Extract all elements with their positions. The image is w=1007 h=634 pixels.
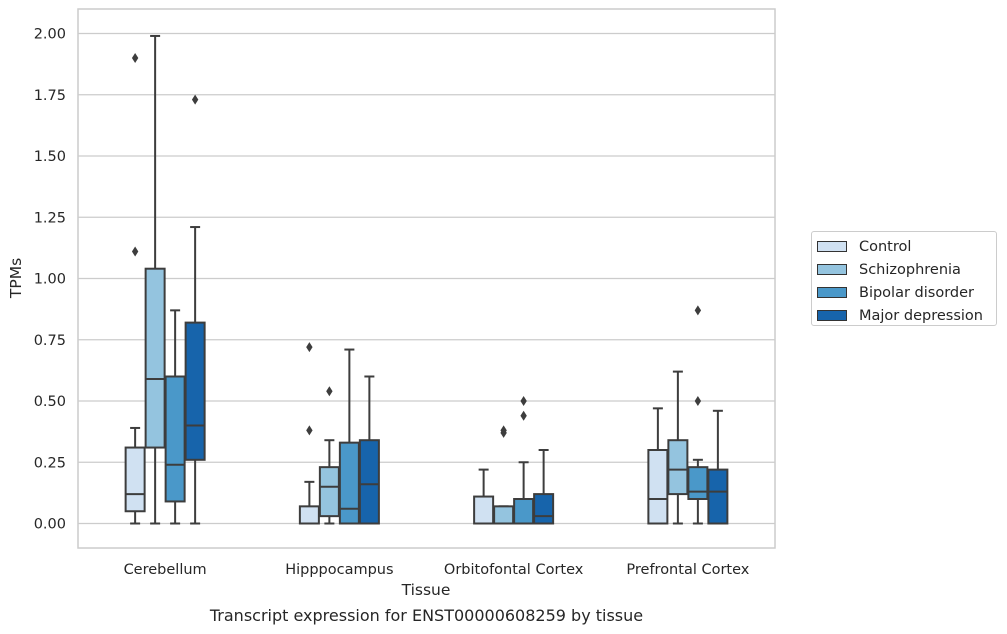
- legend-item: Bipolar disorder: [817, 281, 996, 304]
- y-tick-label: 1.25: [34, 210, 66, 226]
- y-axis-label: TPMs: [7, 258, 25, 299]
- legend-label: Control: [859, 238, 912, 255]
- box: [358, 439, 380, 525]
- box-group: [707, 409, 729, 525]
- legend-label: Schizophrenia: [859, 261, 961, 278]
- outlier-point: [306, 425, 313, 436]
- y-tick-label: 1.75: [34, 88, 66, 104]
- box-group: [144, 34, 166, 525]
- box-group: [647, 407, 669, 525]
- plot-frame: [77, 8, 776, 549]
- box-group: [358, 375, 380, 525]
- box: [647, 449, 669, 525]
- box: [513, 498, 535, 525]
- box: [144, 267, 166, 449]
- y-tick-label: 0.75: [34, 333, 66, 349]
- y-tick-label: 2.00: [34, 27, 66, 43]
- legend-item: Control: [817, 235, 996, 258]
- outlier-point: [520, 410, 527, 421]
- box: [687, 466, 709, 500]
- box-group: [687, 305, 709, 525]
- outlier-point: [131, 53, 139, 63]
- box-group: [667, 370, 689, 525]
- box-group: [473, 468, 495, 525]
- box: [164, 375, 186, 503]
- x-tick-label: Cerebellum: [124, 562, 207, 578]
- legend-item: Major depression: [817, 304, 996, 327]
- y-tick-label: 0.00: [34, 517, 66, 533]
- box-group: [124, 53, 146, 525]
- y-tick-labels: 0.00 0.25 0.50 0.75 1.00 1.25 1.50 1.75 2.00: [34, 27, 66, 533]
- x-tick-label: Hipppocampus: [285, 562, 393, 578]
- outlier-point: [326, 386, 333, 397]
- legend-label: Major depression: [859, 307, 983, 324]
- box: [298, 505, 320, 525]
- box-group: [298, 342, 320, 525]
- box-group: [493, 425, 515, 525]
- x-tick-labels: Cerebellum Hipppocampus Orbitofontal Corte…: [124, 562, 750, 578]
- box-group: [318, 386, 340, 525]
- box: [493, 505, 515, 525]
- box: [473, 495, 495, 525]
- box-group: [533, 449, 555, 525]
- boxes: [124, 34, 729, 525]
- x-tick-label: Orbitofontal Cortex: [444, 562, 584, 578]
- legend: Control Schizophrenia Bipolar disorder Majo…: [811, 231, 997, 326]
- chart-caption: Transcript expression for ENST0000060825…: [209, 606, 644, 625]
- outlier-point: [131, 246, 139, 257]
- x-axis-label: Tissue: [401, 581, 451, 599]
- box: [707, 468, 729, 525]
- outlier-point: [520, 396, 527, 406]
- box: [124, 446, 146, 513]
- y-tick-label: 0.50: [34, 394, 66, 410]
- y-tick-label: 1.50: [34, 149, 66, 165]
- box: [533, 493, 555, 525]
- outlier-point: [191, 94, 199, 105]
- box: [667, 439, 689, 496]
- legend-item: Schizophrenia: [817, 258, 996, 281]
- outlier-point: [694, 396, 702, 406]
- box-group: [184, 94, 206, 525]
- box: [184, 321, 206, 461]
- y-tick-label: 0.25: [34, 455, 66, 471]
- x-tick-label: Prefrontal Cortex: [626, 562, 749, 578]
- legend-swatch: [817, 287, 847, 298]
- outlier-point: [500, 425, 507, 436]
- legend-swatch: [817, 241, 847, 252]
- box: [338, 441, 360, 525]
- legend-swatch: [817, 264, 847, 275]
- legend-label: Bipolar disorder: [859, 284, 974, 301]
- box-group: [513, 396, 535, 525]
- y-tick-label: 1.00: [34, 272, 66, 288]
- box-group: [338, 348, 360, 525]
- outlier-point: [694, 305, 702, 316]
- legend-swatch: [817, 310, 847, 321]
- box: [318, 466, 340, 518]
- outlier-point: [306, 342, 313, 353]
- box-group: [164, 309, 186, 525]
